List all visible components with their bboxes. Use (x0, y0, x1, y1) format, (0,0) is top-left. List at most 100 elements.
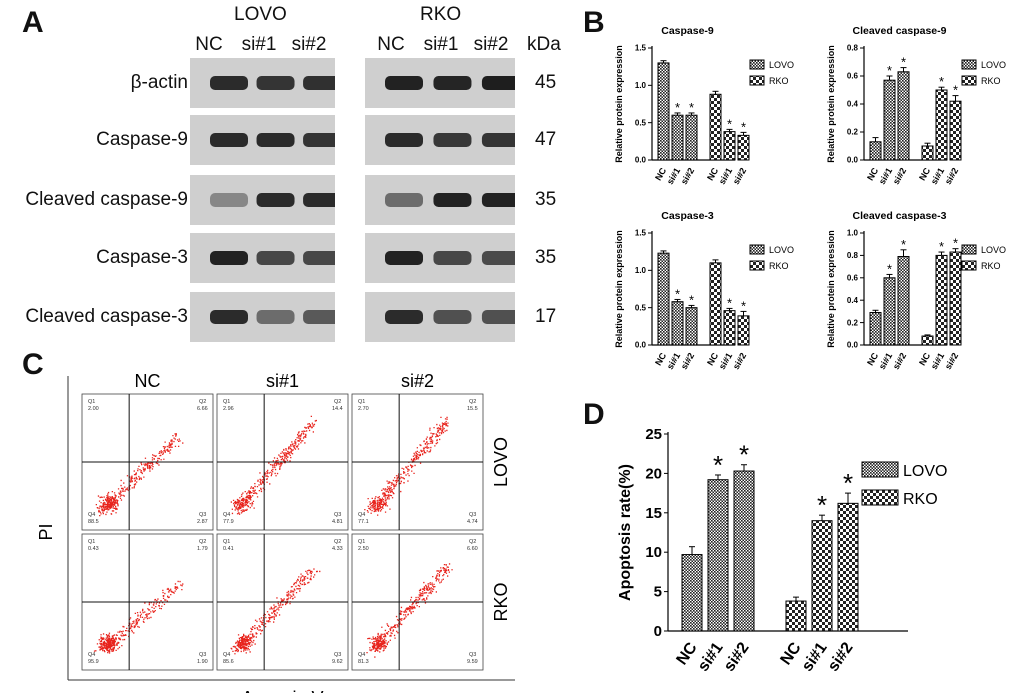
quadrant-name: Q4 (88, 512, 95, 518)
legend-swatch (961, 59, 977, 70)
legend-swatch (749, 244, 765, 255)
bar-rko-NC (921, 335, 934, 346)
y-tick-label: 0.6 (847, 72, 859, 81)
legend-label: LOVO (769, 245, 794, 255)
bar-rko-si1 (935, 89, 948, 161)
bar-lovo-si1 (671, 301, 684, 346)
bar-lovo-si1 (883, 79, 896, 161)
significance-star: * (689, 292, 694, 307)
significance-star: * (901, 237, 906, 252)
chart-title: Cleaved caspase-9 (853, 25, 947, 37)
y-tick-label: 0.4 (847, 100, 859, 109)
blot-strip-rko (365, 115, 515, 165)
chart-caspase-9: Caspase-9 Relative protein expression 0.0 0… (614, 25, 794, 186)
y-tick-label: 1.5 (635, 44, 647, 53)
chart-cleaved-caspase-3: Cleaved caspase-3 Relative protein expres… (826, 210, 1006, 371)
y-tick-label: 5 (654, 584, 662, 601)
quadrant-q3-value: 9.59 (467, 659, 478, 665)
legend-swatch (749, 260, 765, 271)
quadrant-name: Q3 (469, 512, 476, 518)
bar-rko-si2 (949, 251, 962, 346)
lane-label-lovo-nc: NC (195, 34, 223, 55)
legend-label: RKO (769, 76, 789, 86)
quadrant-q3-value: 4.74 (467, 519, 478, 525)
blot-band (210, 193, 248, 207)
y-tick-label: 25 (645, 426, 662, 443)
significance-star: * (953, 236, 958, 251)
category-label: si#1 (665, 351, 682, 371)
category-label: si#2 (721, 639, 753, 674)
group-label-lovo: LOVO (234, 4, 287, 25)
bar-rko-si1 (723, 310, 736, 346)
blot-row-kda: 35 (535, 247, 557, 268)
quadrant-name: Q4 (358, 512, 365, 518)
quadrant-q4-value: 88.5 (88, 519, 99, 525)
category-label: si#2 (731, 166, 748, 186)
y-tick-label: 20 (645, 465, 662, 482)
blot-band (481, 251, 515, 265)
quadrant-q3-value: 1.90 (197, 659, 208, 665)
significance-star: * (739, 440, 749, 470)
bar-lovo-NC (657, 252, 670, 346)
significance-star: * (741, 298, 746, 313)
flow-column-label: NC (135, 371, 161, 391)
blot-band (385, 193, 423, 207)
lane-label-rko-si1: si#1 (423, 34, 459, 55)
quadrant-q4-value: 77.1 (358, 519, 369, 525)
quadrant-name: Q2 (469, 539, 476, 545)
quadrant-name: Q1 (358, 399, 365, 405)
quadrant-name: Q2 (199, 539, 206, 545)
category-label: si#1 (929, 351, 946, 371)
legend-label: RKO (981, 76, 1001, 86)
blot-band (385, 133, 423, 147)
legend-label: RKO (903, 491, 938, 508)
kda-header: kDa (527, 34, 561, 55)
quadrant-q3-value: 9.62 (332, 659, 343, 665)
quadrant-q1-value: 2.96 (223, 406, 234, 412)
quadrant-q4-value: 81.3 (358, 659, 369, 665)
category-label: si#2 (679, 166, 696, 186)
quadrant-q2-value: 14.4 (332, 406, 343, 412)
legend-swatch (861, 489, 899, 506)
category-label: si#1 (717, 166, 734, 186)
group-label-rko: RKO (420, 4, 462, 25)
category-label: si#1 (665, 166, 682, 186)
y-axis-label: Apoptosis rate(%) (617, 464, 634, 601)
blot-band (433, 193, 472, 207)
bar-rko-NC (921, 145, 934, 161)
quadrant-q1-value: 2.50 (358, 546, 369, 552)
chart-cleaved-caspase-9: Cleaved caspase-9 Relative protein expres… (826, 25, 1006, 186)
category-label: si#2 (731, 351, 748, 371)
blot-strip-lovo (190, 233, 335, 283)
significance-star: * (939, 74, 944, 89)
quadrant-name: Q2 (199, 399, 206, 405)
y-tick-label: 0.2 (847, 128, 859, 137)
chart-title: Caspase-3 (661, 210, 714, 222)
quadrant-name: Q2 (469, 399, 476, 405)
y-tick-label: 0.0 (847, 156, 859, 165)
flow-events (364, 416, 449, 516)
panel-c-letter: C (22, 348, 44, 381)
blot-band (481, 76, 515, 90)
quadrant-name: Q3 (334, 512, 341, 518)
y-axis-label: Relative protein expression (614, 230, 624, 348)
significance-star: * (675, 100, 680, 115)
blot-band (256, 193, 295, 207)
blot-row-kda: 45 (535, 72, 557, 93)
blot-band (303, 133, 335, 147)
blot-row-label: Caspase-9 (96, 129, 188, 150)
bar-lovo-NC (681, 554, 703, 632)
flow-events (230, 568, 321, 655)
y-tick-label: 1.0 (635, 266, 647, 275)
y-tick-label: 1.0 (847, 229, 859, 238)
blot-band (385, 76, 423, 90)
blot-row-kda: 47 (535, 129, 557, 150)
blot-strip-lovo (190, 58, 335, 108)
y-tick-label: 15 (645, 505, 662, 522)
bar-rko-si1 (723, 131, 736, 161)
blot-band (303, 76, 335, 90)
